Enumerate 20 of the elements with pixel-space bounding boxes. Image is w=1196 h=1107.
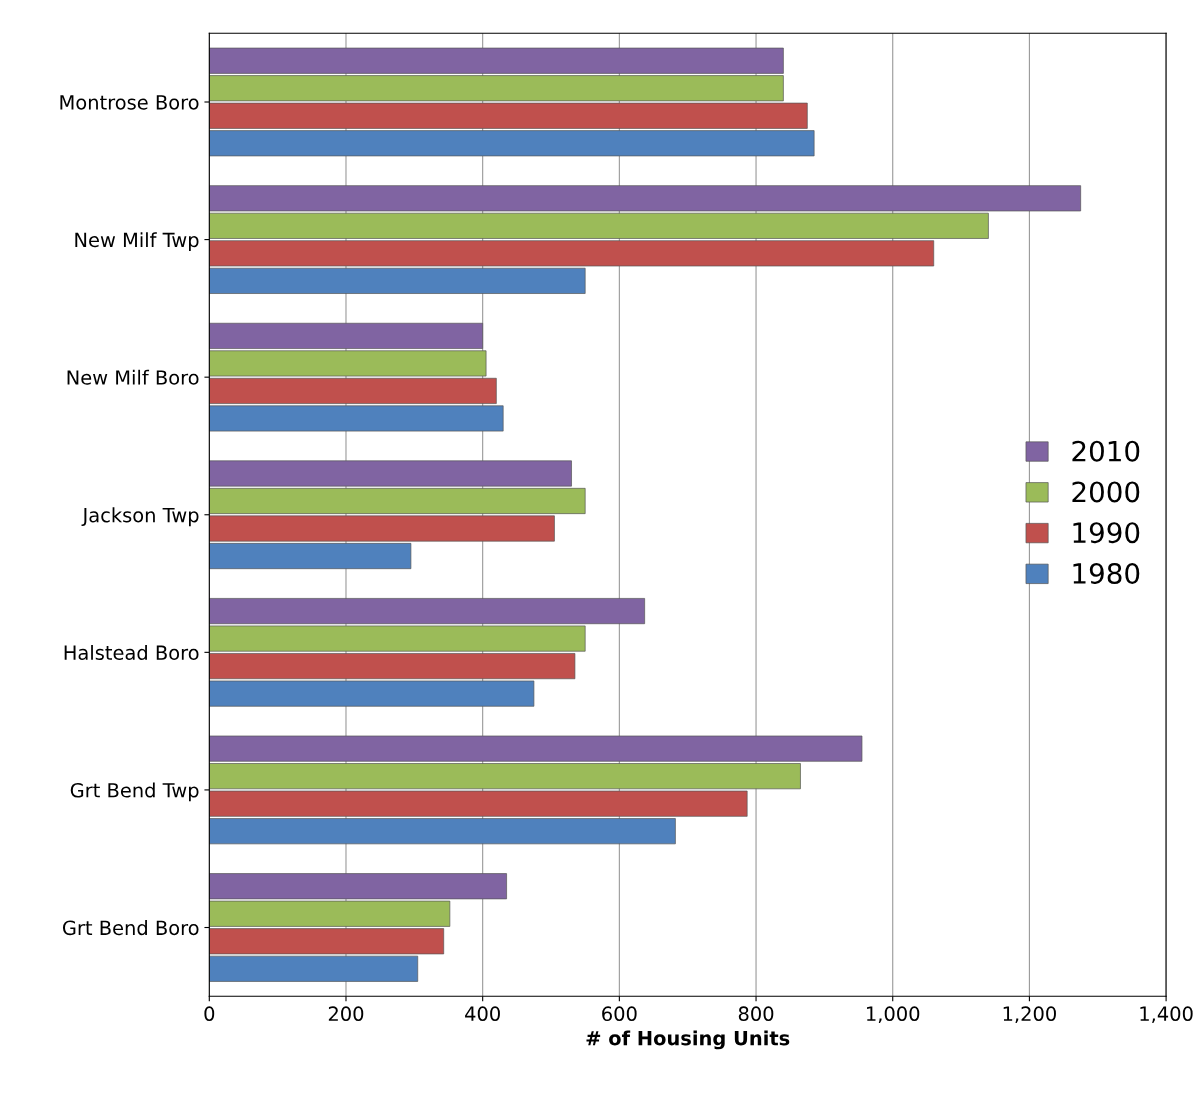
y-tick-label: Grt Bend Boro — [62, 920, 199, 936]
legend-label: 2010 — [1072, 440, 1140, 462]
y-tick-label: Halstead Boro — [64, 644, 199, 660]
x-tick-label: 800 — [738, 1006, 774, 1022]
x-tick-label: 0 — [204, 1006, 215, 1022]
x-tick-label: 200 — [328, 1006, 364, 1022]
y-tick-label: Grt Bend Twp — [70, 782, 199, 802]
y-tick-label: Montrose Boro — [60, 95, 199, 110]
legend-label: 2000 — [1072, 481, 1140, 503]
legend-label: 1990 — [1073, 522, 1140, 544]
x-tick-label: 400 — [465, 1006, 500, 1022]
y-tick-label: New Milf Twp — [75, 232, 199, 252]
x-tick-label: 1,000 — [867, 1006, 920, 1024]
x-tick-label: 1,400 — [1140, 1006, 1193, 1024]
y-tick-label: New Milf Boro — [67, 369, 199, 385]
x-tick-label: 600 — [602, 1006, 637, 1022]
x-tick-label: 1,200 — [1003, 1006, 1056, 1024]
x-axis-title: # of Housing Units — [586, 1030, 790, 1050]
legend-label: 1980 — [1073, 562, 1140, 584]
y-tick-label: Jackson Twp — [81, 507, 199, 527]
